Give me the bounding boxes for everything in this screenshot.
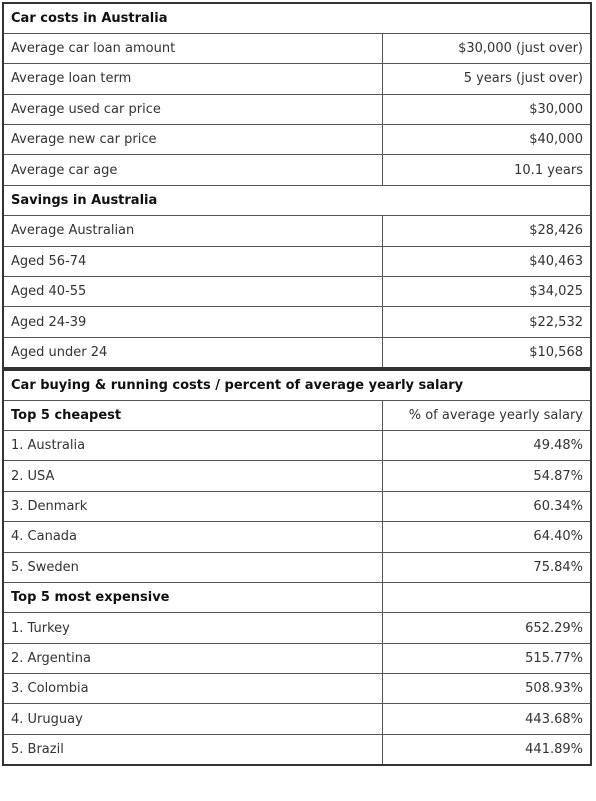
table-body: Car costs in Australia Average car loan a… [2,2,592,369]
table-row: 2. USA 54.87% [2,460,592,492]
table-row: Average loan term 5 years (just over) [2,63,592,95]
row-label: 3. Colombia [2,673,383,705]
table-row: 4. Canada 64.40% [2,521,592,553]
row-label: 1. Turkey [2,612,383,644]
row-label: Average car age [2,154,383,186]
row-value: $10,568 [381,336,592,369]
table-row: 5. Brazil 441.89% [2,733,592,766]
row-label: 2. USA [2,460,383,492]
section-title: Car buying & running costs / percent of … [2,369,592,401]
empty-cell [381,581,592,614]
row-label: Aged under 24 [2,336,383,369]
row-label: 2. Argentina [2,642,383,675]
table-row: 5. Sweden 75.84% [2,551,592,583]
row-value: 10.1 years [381,154,592,186]
row-value: 443.68% [381,703,592,735]
row-value: $34,025 [381,276,592,308]
table-row: Aged 56-74 $40,463 [2,245,592,278]
table-row: Aged 40-55 $34,025 [2,276,592,308]
row-label: Average used car price [2,93,383,126]
row-label: Average car loan amount [2,32,383,65]
table: Car costs in Australia Average car loan a… [2,2,592,369]
row-value: 64.40% [381,521,592,553]
row-label: Average new car price [2,124,383,156]
row-value: $28,426 [381,215,592,247]
row-value: 49.48% [381,429,592,462]
row-label: Aged 24-39 [2,306,383,338]
row-value: $30,000 (just over) [381,32,592,65]
row-label: 1. Australia [2,429,383,462]
table-body: Car buying & running costs / percent of … [2,369,592,766]
row-label: 4. Canada [2,521,383,553]
section-header: Car buying & running costs / percent of … [2,369,592,401]
section-header: Car costs in Australia [2,2,592,34]
table-row: Aged under 24 $10,568 [2,336,592,369]
table-row: Average Australian $28,426 [2,215,592,247]
section-header: Savings in Australia [2,184,592,217]
table-row: Average new car price $40,000 [2,124,592,156]
section-title: Car costs in Australia [2,2,592,34]
row-label: 4. Uruguay [2,703,383,735]
table-row: Average car age 10.1 years [2,154,592,186]
row-label: 5. Brazil [2,733,383,766]
row-label: 5. Sweden [2,551,383,583]
table-row: Average used car price $30,000 [2,93,592,126]
group-title: Top 5 most expensive [2,581,383,614]
table-row: Aged 24-39 $22,532 [2,306,592,338]
row-value: 5 years (just over) [381,63,592,95]
table-row: 4. Uruguay 443.68% [2,703,592,735]
row-label: Average Australian [2,215,383,247]
table-row: 1. Australia 49.48% [2,429,592,462]
table-row: 3. Colombia 508.93% [2,673,592,705]
row-label: Aged 40-55 [2,276,383,308]
row-label: Aged 56-74 [2,245,383,278]
table-row: 3. Denmark 60.34% [2,490,592,523]
column-header: % of average yearly salary [381,399,592,431]
table-row: 1. Turkey 652.29% [2,612,592,644]
row-value: $40,463 [381,245,592,278]
row-label: Average loan term [2,63,383,95]
row-value: 441.89% [381,733,592,766]
row-value: 515.77% [381,642,592,675]
row-label: 3. Denmark [2,490,383,523]
group-header: Top 5 most expensive [2,581,592,614]
row-value: 60.34% [381,490,592,523]
row-value: $40,000 [381,124,592,156]
group-header: Top 5 cheapest% of average yearly salary [2,399,592,431]
group-title: Top 5 cheapest [2,399,383,431]
table: Car buying & running costs / percent of … [2,368,592,766]
table-row: 2. Argentina 515.77% [2,642,592,675]
row-value: 652.29% [381,612,592,644]
row-value: 508.93% [381,673,592,705]
row-value: 75.84% [381,551,592,583]
row-value: $22,532 [381,306,592,338]
tables: Car costs in Australia Average car loan a… [2,2,592,766]
row-value: 54.87% [381,460,592,492]
section-title: Savings in Australia [2,184,592,217]
table-row: Average car loan amount $30,000 (just ove… [2,32,592,65]
row-value: $30,000 [381,93,592,126]
